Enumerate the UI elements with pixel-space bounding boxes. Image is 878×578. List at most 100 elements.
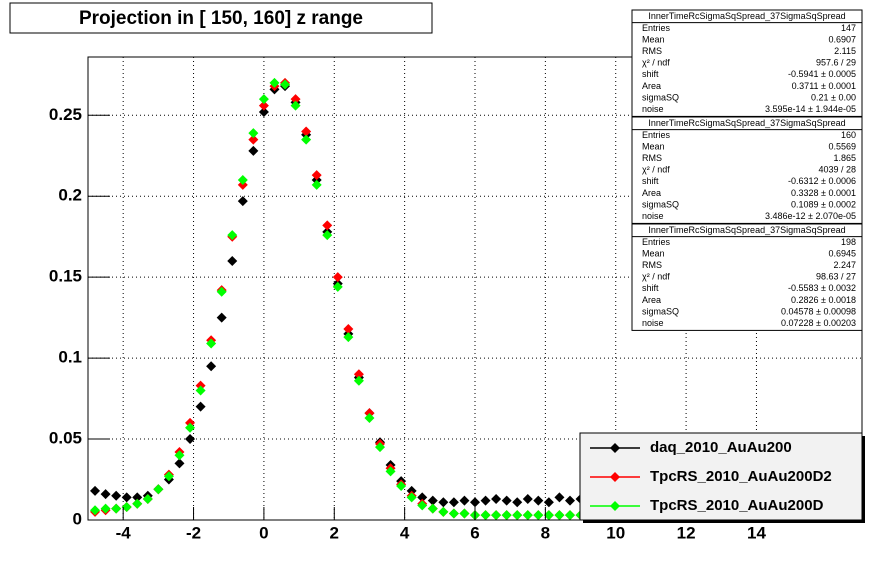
point: [459, 508, 470, 519]
stats-value: 0.2826 ± 0.0018: [791, 295, 856, 305]
point: [100, 503, 111, 514]
point: [480, 510, 491, 521]
stats-title: InnerTimeRcSigmaSqSpread_37SigmaSqSpread: [648, 11, 845, 21]
point: [227, 230, 238, 241]
stats-value: 1.865: [833, 153, 856, 163]
stats-label: sigmaSQ: [642, 199, 679, 209]
stats-label: RMS: [642, 46, 662, 56]
point: [417, 500, 428, 511]
point: [132, 498, 143, 509]
point: [554, 510, 565, 521]
point: [216, 286, 227, 297]
stats-label: Area: [642, 188, 661, 198]
point: [564, 510, 575, 521]
x-tick-label: 0: [259, 523, 268, 542]
point: [448, 497, 459, 508]
point: [396, 481, 407, 492]
stats-value: 4039 / 28: [818, 165, 856, 175]
point: [248, 128, 259, 139]
stats-box-frame: [631, 116, 863, 224]
stats-label: shift: [642, 283, 659, 293]
point: [163, 471, 174, 482]
point: [132, 492, 143, 503]
chart-title: Projection in [ 150, 160] z range: [79, 8, 363, 29]
stats-label: noise: [642, 104, 664, 114]
point: [185, 422, 196, 433]
point: [343, 323, 354, 334]
stats-box: InnerTimeRcSigmaSqSpread_37SigmaSqSpread…: [631, 223, 863, 331]
stats-label: shift: [642, 69, 659, 79]
point: [237, 175, 248, 186]
stats-value: 0.3711 ± 0.0001: [792, 81, 856, 91]
y-tick-label: 0.2: [58, 186, 82, 205]
point: [522, 510, 533, 521]
stats-label: Entries: [642, 130, 671, 140]
point: [448, 508, 459, 519]
legend-label: TpcRS_2010_AuAu200D: [650, 497, 824, 514]
stats-value: 0.6907: [828, 34, 856, 44]
point: [501, 510, 512, 521]
point: [248, 134, 259, 145]
stats-label: sigmaSQ: [642, 92, 679, 102]
point: [90, 485, 101, 496]
point: [258, 100, 269, 111]
point: [174, 450, 185, 461]
stats-label: sigmaSQ: [642, 306, 679, 316]
point: [353, 369, 364, 380]
point: [353, 375, 364, 386]
stats-label: Mean: [642, 141, 665, 151]
x-tick-label: 10: [606, 523, 625, 542]
stats-label: noise: [642, 318, 664, 328]
stats-label: Entries: [642, 237, 671, 247]
stats-value: 0.07228 ± 0.00203: [781, 318, 856, 328]
x-tick-label: -4: [116, 523, 132, 542]
stats-box: InnerTimeRcSigmaSqSpread_37SigmaSqSpread…: [631, 9, 863, 117]
stats-value: -0.5941 ± 0.0005: [788, 69, 856, 79]
point: [322, 230, 333, 241]
point: [301, 126, 312, 137]
stats-value: 147: [841, 23, 856, 33]
point: [121, 502, 132, 513]
x-tick-label: -2: [186, 523, 201, 542]
point: [533, 495, 544, 506]
stats-title: InnerTimeRcSigmaSqSpread_37SigmaSqSpread: [648, 225, 845, 235]
stats-label: noise: [642, 211, 664, 221]
stats-value: -0.6312 ± 0.0006: [788, 176, 856, 186]
stats-label: Mean: [642, 248, 665, 258]
stats-box-frame: [631, 9, 863, 117]
stats-value: 3.595e-14 ± 1.944e-05: [765, 104, 856, 114]
stats-label: Area: [642, 81, 661, 91]
point: [533, 510, 544, 521]
point: [248, 145, 259, 156]
point: [206, 361, 217, 372]
stats-value: 957.6 / 29: [816, 58, 856, 68]
point: [280, 79, 291, 90]
point: [269, 77, 280, 88]
point: [311, 170, 322, 181]
point: [406, 492, 417, 503]
point: [195, 385, 206, 396]
stats-value: 2.115: [834, 46, 856, 56]
point: [501, 495, 512, 506]
legend-marker: [610, 443, 620, 453]
point: [470, 497, 480, 508]
point: [543, 497, 554, 508]
x-tick-label: 12: [677, 523, 696, 542]
point: [491, 510, 502, 521]
point: [311, 179, 322, 190]
stats-box-frame: [631, 223, 863, 331]
x-tick-label: 6: [470, 523, 479, 542]
point: [111, 503, 122, 514]
stats-label: shift: [642, 176, 659, 186]
stats-label: χ² / ndf: [642, 272, 670, 282]
legend-marker: [610, 501, 620, 511]
legend: daq_2010_AuAu200 TpcRS_2010_AuAu200D2 TpcR…: [579, 432, 865, 523]
stats-title: InnerTimeRcSigmaSqSpread_37SigmaSqSpread: [648, 118, 845, 128]
point: [185, 434, 196, 445]
stats-value: 0.3328 ± 0.0001: [791, 188, 856, 198]
point: [343, 332, 354, 343]
point: [564, 495, 575, 506]
x-tick-label: 14: [747, 523, 766, 542]
point: [290, 100, 301, 111]
